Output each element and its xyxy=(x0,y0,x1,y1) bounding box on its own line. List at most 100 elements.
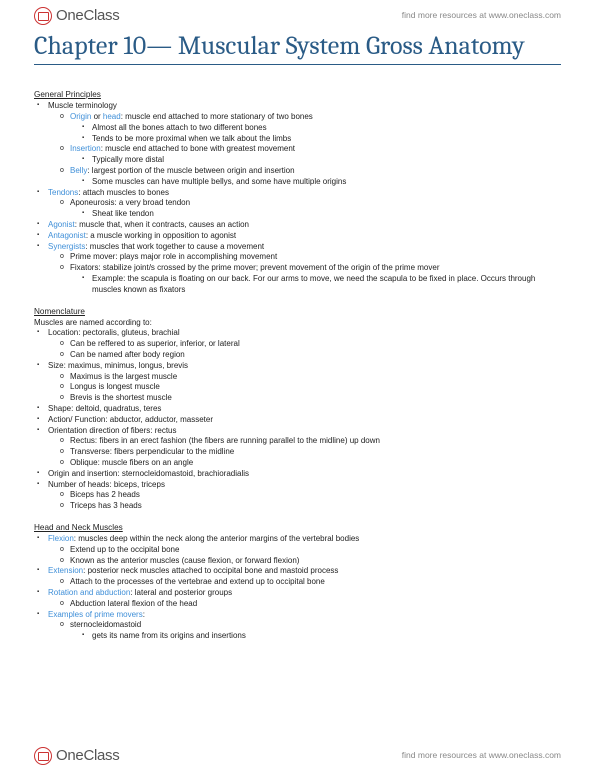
list-level-2: Some muscles can have multiple bellys, a… xyxy=(70,177,561,188)
list-level-1: Extend up to the occipital bone Known as … xyxy=(48,545,561,567)
list-level-1: Biceps has 2 heads Triceps has 3 heads xyxy=(48,490,561,512)
list-item-text: Tendons: attach muscles to bones xyxy=(48,188,169,197)
list-item: Triceps has 3 heads xyxy=(48,501,561,512)
list-item-text: Transverse: fibers perpendicular to the … xyxy=(70,447,234,456)
list-item: Aponeurosis: a very broad tendon Sheat li… xyxy=(48,198,561,220)
list-item-text: Known as the anterior muscles (cause fle… xyxy=(70,556,299,565)
list-item: Example: the scapula is floating on our … xyxy=(70,274,561,296)
list-level-0: Muscle terminology Origin or head: muscle… xyxy=(34,101,561,295)
list-item-text: Tends to be more proximal when we talk a… xyxy=(92,134,291,143)
list-item-text: sternocleidomastoid xyxy=(70,620,141,629)
list-item: Orientation direction of fibers: rectusR… xyxy=(34,426,561,469)
list-item-text: Sheat like tendon xyxy=(92,209,154,218)
list-item: Flexion: muscles deep within the neck al… xyxy=(34,534,561,566)
section: Head and Neck MusclesFlexion: muscles de… xyxy=(34,522,561,642)
section-heading: General Principles xyxy=(34,89,561,100)
list-item-text: Longus is longest muscle xyxy=(70,382,160,391)
list-item-text: Abduction lateral flexion of the head xyxy=(70,599,197,608)
list-item: Action/ Function: abductor, adductor, ma… xyxy=(34,415,561,426)
list-item-text: Oblique: muscle fibers on an angle xyxy=(70,458,193,467)
list-item: Attach to the processes of the vertebrae… xyxy=(48,577,561,588)
list-item-text: Triceps has 3 heads xyxy=(70,501,142,510)
page-footer: OneClass find more resources at www.onec… xyxy=(34,746,561,766)
list-item: Agonist: muscle that, when it contracts,… xyxy=(34,220,561,231)
title-rule xyxy=(34,64,561,65)
list-item: Transverse: fibers perpendicular to the … xyxy=(48,447,561,458)
list-item: Biceps has 2 heads xyxy=(48,490,561,501)
list-item: Shape: deltoid, quadratus, teres xyxy=(34,404,561,415)
list-level-1: Aponeurosis: a very broad tendon Sheat li… xyxy=(48,198,561,220)
list-item: Maximus is the largest muscle xyxy=(48,372,561,383)
list-level-1: Attach to the processes of the vertebrae… xyxy=(48,577,561,588)
list-item-text: Location: pectoralis, gluteus, brachial xyxy=(48,328,180,337)
list-item: Belly: largest portion of the muscle bet… xyxy=(48,166,561,188)
list-item-text: Prime mover: plays major role in accompl… xyxy=(70,252,277,261)
list-item-text: Can be reffered to as superior, inferior… xyxy=(70,339,240,348)
list-item-text: Brevis is the shortest muscle xyxy=(70,393,172,402)
term: head xyxy=(103,112,121,121)
list-item: Sheat like tendon xyxy=(70,209,561,220)
list-item-text: Flexion: muscles deep within the neck al… xyxy=(48,534,359,543)
list-item: Can be named after body region xyxy=(48,350,561,361)
resources-link[interactable]: find more resources at www.oneclass.com xyxy=(402,10,561,21)
list-item-text: Rectus: fibers in an erect fashion (the … xyxy=(70,436,380,445)
term: Flexion xyxy=(48,534,74,543)
list-item-text: Attach to the processes of the vertebrae… xyxy=(70,577,325,586)
list-item-text: Fixators: stabilize joint/s crossed by t… xyxy=(70,263,439,272)
list-level-2: Almost all the bones attach to two diffe… xyxy=(70,123,561,145)
page-title: Chapter 10— Muscular System Gross Anatom… xyxy=(34,32,561,62)
list-item-text: Origin or head: muscle end attached to m… xyxy=(70,112,313,121)
term: Rotation and abduction xyxy=(48,588,130,597)
list-item-text: Example: the scapula is floating on our … xyxy=(92,274,535,294)
list-item-text: Extend up to the occipital bone xyxy=(70,545,179,554)
list-level-1: Rectus: fibers in an erect fashion (the … xyxy=(48,436,561,468)
list-item: Can be reffered to as superior, inferior… xyxy=(48,339,561,350)
list-item-text: Orientation direction of fibers: rectus xyxy=(48,426,177,435)
list-item-text: Examples of prime movers: xyxy=(48,610,145,619)
list-item: Origin or head: muscle end attached to m… xyxy=(48,112,561,144)
list-item-text: Belly: largest portion of the muscle bet… xyxy=(70,166,295,175)
term: Origin xyxy=(70,112,91,121)
term: Tendons xyxy=(48,188,78,197)
list-item-text: Some muscles can have multiple bellys, a… xyxy=(92,177,346,186)
list-item: Longus is longest muscle xyxy=(48,382,561,393)
list-item: Some muscles can have multiple bellys, a… xyxy=(70,177,561,188)
list-item-text: Synergists: muscles that work together t… xyxy=(48,242,264,251)
list-item-text: Agonist: muscle that, when it contracts,… xyxy=(48,220,249,229)
list-item-text: Rotation and abduction: lateral and post… xyxy=(48,588,232,597)
list-item-text: Biceps has 2 heads xyxy=(70,490,140,499)
list-item: Antagonist: a muscle working in oppositi… xyxy=(34,231,561,242)
page-header: OneClass find more resources at www.onec… xyxy=(34,6,561,26)
list-item: Location: pectoralis, gluteus, brachial C… xyxy=(34,328,561,360)
section-heading: Head and Neck Muscles xyxy=(34,522,561,533)
list-item-text: Number of heads: biceps, triceps xyxy=(48,480,165,489)
list-level-1: Maximus is the largest muscleLongus is l… xyxy=(48,372,561,404)
list-item-text: Shape: deltoid, quadratus, teres xyxy=(48,404,161,413)
list-item: gets its name from its origins and inser… xyxy=(70,631,561,642)
list-item-text: Maximus is the largest muscle xyxy=(70,372,177,381)
brand-name: OneClass xyxy=(56,746,119,766)
list-item-text: gets its name from its origins and inser… xyxy=(92,631,246,640)
term: Antagonist xyxy=(48,231,86,240)
list-item: Number of heads: biceps, tricepsBiceps h… xyxy=(34,480,561,512)
list-item: Examples of prime movers:sternocleidomas… xyxy=(34,610,561,642)
list-level-1: sternocleidomastoid gets its name from it… xyxy=(48,620,561,642)
list-item-text: Can be named after body region xyxy=(70,350,185,359)
list-level-1: Abduction lateral flexion of the head xyxy=(48,599,561,610)
list-level-2: gets its name from its origins and inser… xyxy=(70,631,561,642)
resources-link-footer[interactable]: find more resources at www.oneclass.com xyxy=(402,750,561,761)
list-item-text: Muscle terminology xyxy=(48,101,117,110)
list-item-text: Insertion: muscle end attached to bone w… xyxy=(70,144,295,153)
list-level-0: Location: pectoralis, gluteus, brachial C… xyxy=(34,328,561,512)
list-item-text: Action/ Function: abductor, adductor, ma… xyxy=(48,415,213,424)
list-item: Origin and insertion: sternocleidomastoi… xyxy=(34,469,561,480)
list-level-1: Can be reffered to as superior, inferior… xyxy=(48,339,561,361)
list-item-text: Typically more distal xyxy=(92,155,164,164)
list-item: Typically more distal xyxy=(70,155,561,166)
list-item-text: Aponeurosis: a very broad tendon xyxy=(70,198,190,207)
list-item: Insertion: muscle end attached to bone w… xyxy=(48,144,561,166)
list-item: sternocleidomastoid gets its name from it… xyxy=(48,620,561,642)
list-item-text: Extension: posterior neck muscles attach… xyxy=(48,566,338,575)
list-item: Muscle terminology Origin or head: muscle… xyxy=(34,101,561,187)
section: General PrinciplesMuscle terminology Orig… xyxy=(34,89,561,295)
